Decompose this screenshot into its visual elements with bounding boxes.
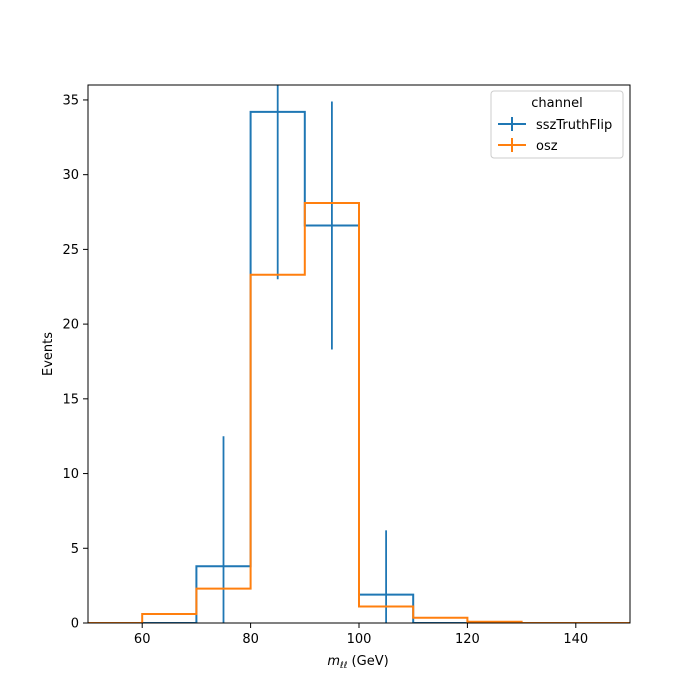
x-tick-label: 80 (242, 632, 259, 647)
y-tick-label: 0 (71, 617, 79, 632)
y-tick-label: 15 (62, 392, 79, 407)
y-tick-label: 25 (62, 243, 79, 258)
series-osz (88, 202, 630, 623)
legend-box (490, 90, 624, 159)
y-tick-label: 35 (62, 93, 79, 108)
histogram-step-osz (88, 202, 630, 623)
x-axis-label: mℓℓ (GeV) (327, 654, 388, 671)
legend-label-osz: osz (536, 139, 558, 154)
y-tick-label: 30 (62, 168, 79, 183)
x-tick-label: 120 (455, 632, 480, 647)
y-tick-label: 5 (71, 542, 79, 557)
x-tick-label: 100 (347, 632, 372, 647)
y-tick-label: 10 (62, 467, 79, 482)
y-tick-label: 20 (62, 318, 79, 333)
x-tick-label: 140 (563, 632, 588, 647)
axes-layer: 60 80 100 120 140 0 5 10 15 20 25 30 35 (62, 84, 631, 647)
legend: channel sszTruthFlip osz (490, 90, 624, 159)
legend-title: channel (531, 96, 582, 111)
y-axis-label: Events (41, 332, 56, 376)
x-tick-label: 60 (134, 632, 151, 647)
series-layer (88, 85, 630, 623)
legend-label-sszTruthFlip: sszTruthFlip (536, 118, 612, 133)
